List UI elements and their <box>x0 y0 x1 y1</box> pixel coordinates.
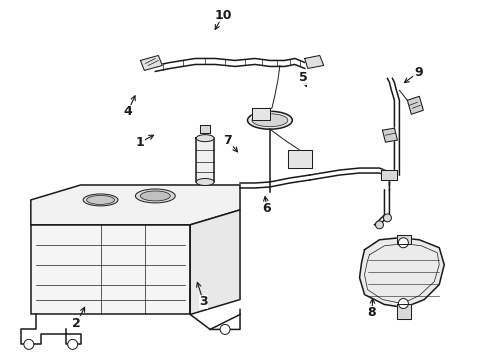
Text: 3: 3 <box>199 296 208 309</box>
Ellipse shape <box>247 111 293 129</box>
Ellipse shape <box>252 114 288 127</box>
Text: 5: 5 <box>299 71 308 84</box>
Polygon shape <box>288 150 312 168</box>
Polygon shape <box>200 125 210 133</box>
Polygon shape <box>252 108 270 120</box>
Circle shape <box>375 221 384 229</box>
Polygon shape <box>382 170 397 180</box>
Ellipse shape <box>141 191 171 201</box>
Polygon shape <box>407 96 423 114</box>
Text: 7: 7 <box>223 134 232 147</box>
Circle shape <box>398 238 408 248</box>
Circle shape <box>24 339 34 349</box>
Text: 9: 9 <box>414 66 422 79</box>
Text: 2: 2 <box>72 317 81 330</box>
Ellipse shape <box>196 135 214 141</box>
Polygon shape <box>397 303 412 319</box>
Ellipse shape <box>83 194 118 206</box>
Circle shape <box>68 339 77 349</box>
Circle shape <box>220 324 230 334</box>
Text: 8: 8 <box>368 306 376 319</box>
Circle shape <box>384 214 392 222</box>
Text: 6: 6 <box>263 202 271 215</box>
Polygon shape <box>305 55 324 68</box>
Text: 10: 10 <box>214 9 232 22</box>
Polygon shape <box>141 55 162 71</box>
Polygon shape <box>190 210 240 315</box>
Polygon shape <box>397 235 412 244</box>
Circle shape <box>398 298 408 309</box>
Ellipse shape <box>135 189 175 203</box>
Polygon shape <box>31 185 240 225</box>
Polygon shape <box>383 128 397 142</box>
Polygon shape <box>196 138 214 182</box>
Text: 4: 4 <box>123 105 132 118</box>
Text: 1: 1 <box>136 136 145 149</box>
Ellipse shape <box>196 179 214 185</box>
Polygon shape <box>360 238 444 307</box>
Polygon shape <box>31 225 190 315</box>
Ellipse shape <box>87 195 115 204</box>
